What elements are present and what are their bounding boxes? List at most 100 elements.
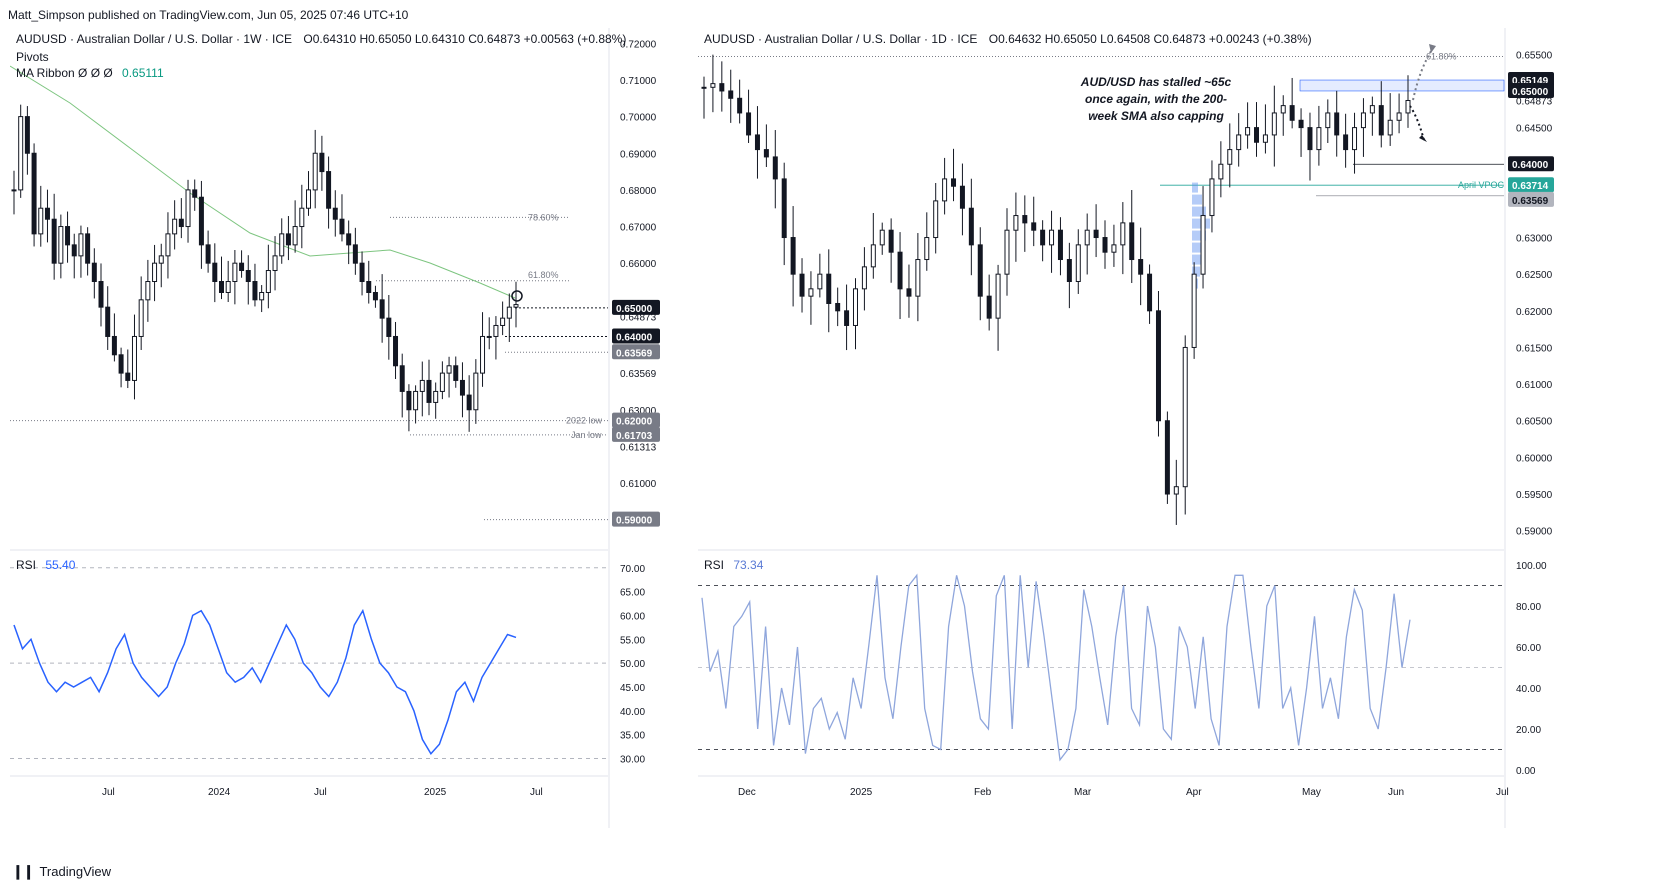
daily-candle [1173, 486, 1179, 495]
daily-tag-vpoc-bg [1508, 177, 1554, 193]
weekly-candle [51, 218, 57, 264]
daily-candle [986, 295, 992, 319]
weekly-candle [212, 262, 218, 283]
weekly-candle [265, 270, 271, 293]
weekly-candle [205, 244, 211, 264]
daily-volume-profile-bar [1192, 266, 1200, 277]
daily-candle [924, 237, 930, 261]
tradingview-logo[interactable]: ❙❙ TradingView [12, 863, 111, 880]
weekly-chart-svg[interactable]: 0.72000 0.71000 0.70000 0.69000 0.68000 0.670… [9, 28, 685, 862]
weekly-rsi-tick-label: 50.00 [620, 659, 645, 670]
daily-candle [1298, 119, 1304, 129]
weekly-candle [393, 335, 399, 367]
weekly-chart-panel[interactable]: 0.72000 0.71000 0.70000 0.69000 0.68000 0.670… [9, 28, 685, 862]
daily-chart-svg[interactable]: 0.65500 0.64500 0.63000 0.62500 0.62000 0.615… [698, 28, 1646, 862]
daily-candle [906, 288, 912, 297]
daily-candle [1307, 127, 1313, 151]
daily-candle [737, 97, 743, 114]
weekly-candle [198, 196, 204, 246]
daily-candle [995, 273, 1001, 319]
daily-tag-065-bg [1508, 82, 1554, 98]
weekly-y-tick-label: 0.61313 [620, 442, 657, 453]
daily-candle [1147, 273, 1153, 312]
daily-candle [959, 185, 965, 209]
daily-volume-profile-bar [1192, 206, 1206, 217]
weekly-tag-059: 0.59000 [612, 511, 660, 527]
weekly-rsi-tick-label: 40.00 [620, 707, 645, 718]
daily-candle [754, 134, 760, 151]
weekly-candle [178, 218, 184, 228]
weekly-tag-063569-bg [612, 344, 660, 360]
daily-rsi-tick-label: 80.00 [1516, 602, 1541, 613]
weekly-candle [71, 244, 77, 257]
daily-tag-065149-text: 0.65149 [1512, 76, 1549, 87]
daily-symbol-title: AUDUSD · Australian Dollar / U.S. Dollar… [704, 32, 978, 46]
weekly-candle [218, 281, 224, 293]
daily-candle [861, 266, 867, 290]
daily-candle [1343, 134, 1349, 151]
daily-candle [1334, 112, 1340, 136]
weekly-tag-065-bg [612, 299, 660, 315]
daily-fib-618-label: 61.80% [1426, 52, 1457, 62]
daily-chart-panel[interactable]: 0.65500 0.64500 0.63000 0.62500 0.62000 0.615… [698, 28, 1646, 862]
daily-candle [1191, 273, 1197, 348]
daily-candle [1013, 215, 1019, 231]
weekly-candle [232, 262, 238, 283]
weekly-candle [500, 317, 506, 326]
daily-tag-vpoc: 0.63714 [1508, 177, 1554, 193]
weekly-rsi-tick-label: 65.00 [620, 588, 645, 599]
daily-candle [888, 229, 894, 253]
weekly-candle [44, 207, 50, 220]
weekly-legend: AUDUSD · Australian Dollar / U.S. Dollar… [16, 32, 626, 46]
weekly-candle [78, 233, 84, 257]
weekly-candle [292, 226, 298, 246]
weekly-fib-786-label: 78.60% [528, 212, 559, 222]
weekly-candle [105, 306, 111, 337]
weekly-candle [11, 189, 17, 192]
daily-candle [1218, 163, 1224, 180]
weekly-rsi-line [13, 608, 517, 755]
daily-tag-064-bg [1508, 156, 1554, 172]
daily-candle [1254, 127, 1260, 143]
daily-tag-063569-bg [1508, 191, 1554, 207]
daily-candle [772, 156, 778, 180]
weekly-x-tick-label: Jul [314, 787, 327, 798]
weekly-tag-065-text: 0.65000 [616, 304, 653, 315]
weekly-y-tick-label: 0.63000 [620, 406, 657, 417]
daily-tag-063569: 0.63569 [1508, 191, 1554, 207]
weekly-rsi-tick-label: 60.00 [620, 611, 645, 622]
daily-y-tick-label: 0.62000 [1516, 307, 1553, 318]
daily-candle [933, 200, 939, 239]
daily-candle [1387, 119, 1393, 136]
daily-tag-064: 0.64000 [1508, 156, 1554, 172]
weekly-tag-janlow: 0.61703 [612, 426, 660, 442]
weekly-rsi-tick-label: 35.00 [620, 731, 645, 742]
weekly-candle [98, 281, 104, 308]
weekly-ohlc: O0.64310 H0.65050 L0.64310 C0.64873 +0.0… [303, 32, 627, 46]
daily-ohlc: O0.64632 H0.65050 L0.64508 C0.64873 +0.0… [988, 32, 1312, 46]
weekly-candle [473, 372, 479, 411]
daily-y-tick-label: 0.63000 [1516, 234, 1553, 245]
weekly-2022-low-label: 2022 low [566, 416, 603, 426]
weekly-candle [185, 189, 191, 228]
daily-candle [835, 302, 841, 312]
daily-annotation-line: week SMA also capping [1088, 109, 1224, 123]
weekly-candle [145, 281, 151, 301]
weekly-candle [332, 207, 338, 220]
weekly-candle [419, 379, 425, 392]
weekly-rsi-tick-label: 55.00 [620, 635, 645, 646]
weekly-symbol-title: AUDUSD · Australian Dollar / U.S. Dollar… [16, 32, 293, 46]
daily-vpoc-label: April VPOC [1458, 180, 1505, 190]
weekly-candle [413, 390, 419, 411]
weekly-candle [346, 233, 352, 246]
daily-annotation-line: AUD/USD has stalled ~65c [1080, 75, 1232, 89]
daily-candle [852, 288, 858, 326]
daily-candle [1057, 229, 1063, 261]
daily-down-arrow-head [1419, 135, 1427, 142]
daily-candle [1182, 346, 1188, 488]
weekly-tag-janlow-bg [612, 426, 660, 442]
weekly-x-tick-label: 2025 [424, 787, 447, 798]
daily-x-tick-label: Jun [1388, 787, 1404, 798]
daily-rsi-tick-label: 60.00 [1516, 643, 1541, 654]
weekly-tag-last: 0.64873 [620, 313, 657, 324]
